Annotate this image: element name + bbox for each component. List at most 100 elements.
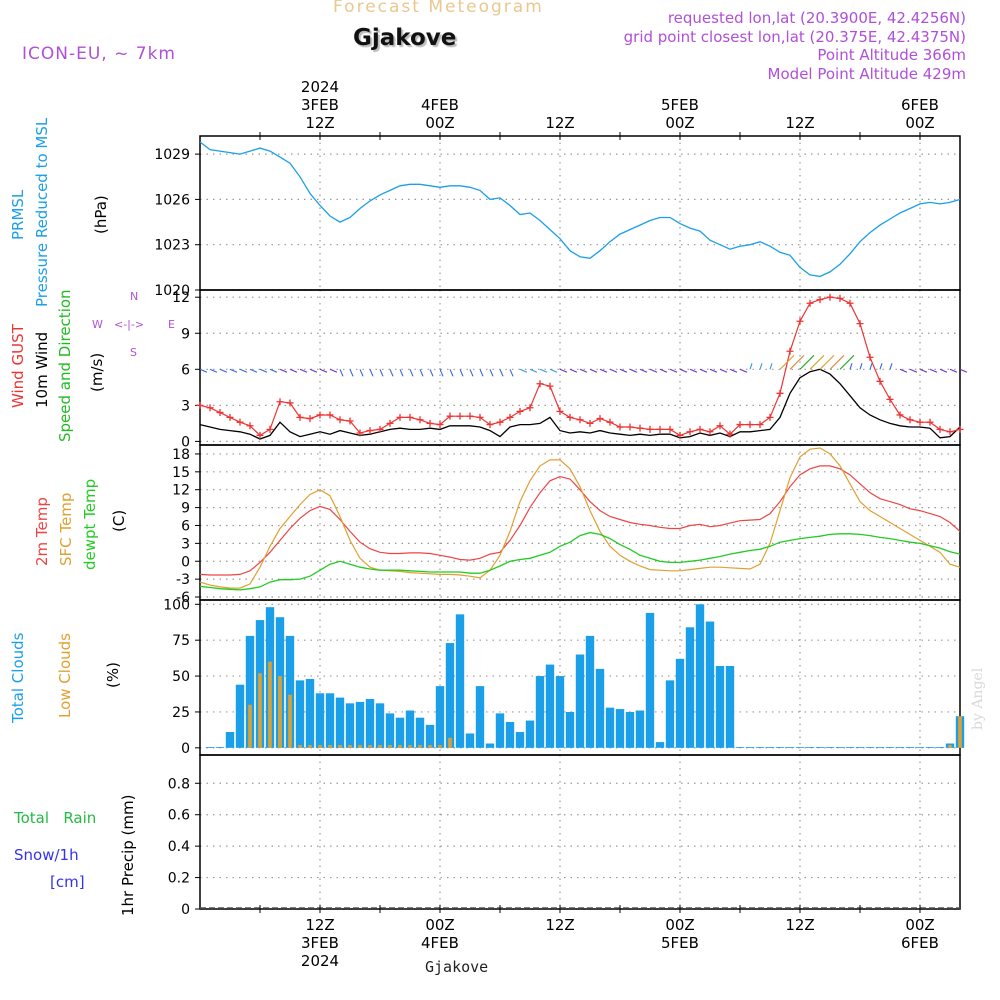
wind-direction-arrow bbox=[719, 368, 728, 373]
wind-gust-marker bbox=[826, 293, 834, 301]
wind-direction-arrow bbox=[209, 368, 218, 373]
time-axis-bottom-label: 12Z bbox=[545, 916, 574, 934]
total-clouds-bar bbox=[655, 742, 665, 748]
wind-gust-marker bbox=[736, 421, 744, 429]
total-clouds-bar bbox=[465, 733, 475, 748]
total-clouds-bar bbox=[685, 627, 695, 748]
gridpoint-coordinates: grid point closest lon,lat (20.375E, 42.… bbox=[623, 28, 966, 46]
time-axis-bottom-label: 6FEB bbox=[901, 934, 939, 952]
wind-gust-marker bbox=[776, 389, 784, 397]
total-clouds-bar bbox=[245, 635, 255, 748]
y-tick-label: 9 bbox=[181, 326, 190, 342]
compass-e: E bbox=[168, 318, 175, 331]
total-clouds-bar bbox=[345, 703, 355, 748]
time-axis-top-label: 4FEB bbox=[421, 96, 459, 114]
y-tick-label: 3 bbox=[181, 398, 190, 414]
total-clouds-bar bbox=[565, 711, 575, 748]
wind-gust-marker bbox=[856, 320, 864, 328]
total-clouds-bar bbox=[915, 747, 925, 748]
wind-gust-marker bbox=[886, 395, 894, 403]
y-tick-label: 15 bbox=[172, 465, 190, 481]
wind-direction-arrow bbox=[909, 368, 918, 373]
wind-gust-marker bbox=[226, 413, 234, 421]
wind-gust-marker bbox=[746, 421, 754, 429]
wind-gust-marker bbox=[426, 419, 434, 427]
total-clouds-bar bbox=[375, 703, 385, 748]
total-clouds-bar bbox=[595, 668, 605, 748]
low-clouds-bar bbox=[318, 744, 322, 748]
wind-gust-marker bbox=[466, 412, 474, 420]
wind-direction-arrow bbox=[739, 368, 748, 373]
wind-direction-arrow bbox=[619, 368, 628, 373]
wind-direction-arrow bbox=[709, 368, 718, 373]
total-clouds-bar bbox=[505, 721, 515, 748]
wind-gust-marker bbox=[256, 431, 264, 439]
compass-s: S bbox=[130, 346, 137, 359]
wind-gust-marker bbox=[956, 425, 964, 433]
point-altitude: Point Altitude 366m bbox=[817, 46, 966, 64]
total-clouds-bar bbox=[555, 676, 565, 748]
total-clouds-bar bbox=[365, 699, 375, 748]
wind-gust-marker bbox=[296, 413, 304, 421]
requested-coordinates: requested lon,lat (20.3900E, 42.4256N) bbox=[667, 9, 966, 27]
wind-direction-arrow bbox=[629, 368, 638, 373]
wind-gust-marker bbox=[926, 418, 934, 426]
temp-dewpt-line bbox=[199, 531, 961, 591]
wind-gust-marker bbox=[586, 419, 594, 427]
snow-label: Snow/1h bbox=[14, 846, 79, 864]
low-clouds-bar bbox=[438, 744, 442, 748]
y-tick-label: 0.4 bbox=[168, 839, 190, 855]
wind-gust-marker bbox=[816, 296, 824, 304]
wind-direction-arrow bbox=[229, 368, 238, 373]
wind-direction-arrow bbox=[289, 368, 298, 373]
wind-gust-marker bbox=[356, 429, 364, 437]
wind-gust-marker bbox=[456, 412, 464, 420]
wind-gust-marker bbox=[626, 423, 634, 431]
wind-gust-marker bbox=[656, 425, 664, 433]
wind-gust-marker bbox=[216, 409, 224, 417]
wind-direction-arrow bbox=[789, 354, 805, 370]
total-clouds-bar bbox=[695, 604, 705, 748]
wind-direction-arrow bbox=[269, 368, 278, 373]
total-clouds-bar bbox=[745, 747, 755, 748]
wind-gust-marker bbox=[446, 412, 454, 420]
low-clouds-bar bbox=[398, 744, 402, 748]
wind-direction-arrow bbox=[929, 368, 938, 373]
total-clouds-bar bbox=[675, 658, 685, 748]
time-axis-bottom-label: 12Z bbox=[785, 916, 814, 934]
y-tick-label: 100 bbox=[163, 597, 190, 613]
wind-direction-arrow bbox=[529, 368, 538, 373]
wind-gust-marker bbox=[266, 425, 274, 433]
total-clouds-bar bbox=[665, 680, 675, 748]
total-clouds-bar bbox=[835, 747, 845, 748]
total-clouds-bar bbox=[795, 747, 805, 748]
y-tick-label: 3 bbox=[181, 536, 190, 552]
wind-gust-marker bbox=[846, 299, 854, 307]
temp-2m-line bbox=[199, 465, 961, 576]
wind-gust-marker bbox=[936, 425, 944, 433]
wind-gust-marker bbox=[416, 416, 424, 424]
wind-gust-marker bbox=[336, 416, 344, 424]
total-clouds-bar bbox=[355, 701, 365, 748]
y-tick-label: 1020 bbox=[154, 283, 190, 299]
wind-direction-arrow bbox=[429, 369, 434, 377]
wind-gust-marker bbox=[406, 413, 414, 421]
total-clouds-bar bbox=[645, 612, 655, 748]
y-tick-label: 0 bbox=[181, 741, 190, 757]
y-tick-label: 1023 bbox=[154, 238, 190, 254]
time-axis-top-label: 12Z bbox=[305, 114, 334, 132]
wind-gust-marker bbox=[766, 413, 774, 421]
y-tick-label: 6 bbox=[181, 362, 190, 378]
wind-direction-arrow bbox=[659, 368, 668, 373]
wind-gust-marker bbox=[546, 382, 554, 390]
y-tick-label: 0 bbox=[181, 434, 190, 450]
wind-gust-marker bbox=[796, 317, 804, 325]
time-axis-bottom-label: 00Z bbox=[665, 916, 694, 934]
low-clouds-bar bbox=[348, 744, 352, 748]
wind-gust-marker bbox=[276, 398, 284, 406]
temp-sfc-line bbox=[199, 447, 961, 589]
time-axis-bottom-label: 00Z bbox=[425, 916, 454, 934]
wind-direction-arrow bbox=[539, 368, 548, 373]
wind-direction-arrow bbox=[799, 354, 815, 370]
wind-direction-arrow bbox=[219, 368, 228, 373]
